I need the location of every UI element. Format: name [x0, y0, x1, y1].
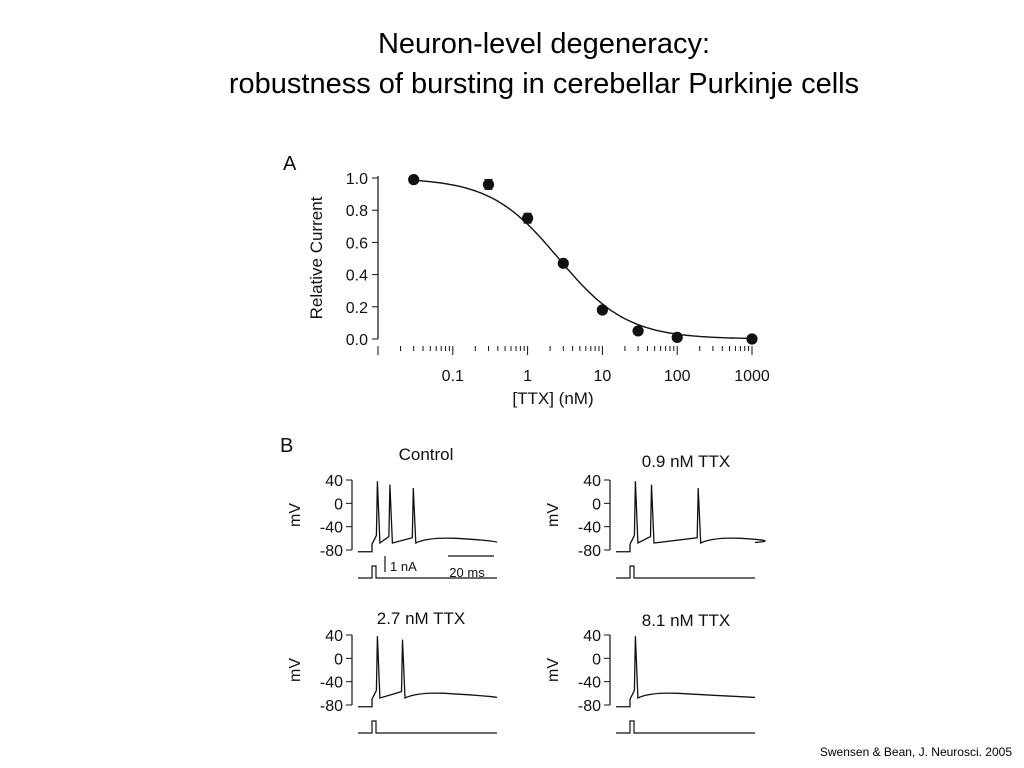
panel-a-x-tick-label: 1: [523, 368, 532, 385]
panel-a-x-tick-label: 100: [664, 368, 691, 385]
panel-b-y-tick-label: 0: [592, 651, 601, 668]
panel-b-y-tick-label: -80: [320, 543, 343, 560]
panel-a-x-tick-label: 1000: [734, 368, 770, 385]
panel-a-y-tick-label: 0.6: [346, 235, 368, 252]
panel-b-y-tick-label: 0: [334, 651, 343, 668]
slide-title-line-2: robustness of bursting in cerebellar Pur…: [228, 68, 860, 100]
citation: Swensen & Bean, J. Neurosci. 2005: [819, 745, 1012, 759]
panel-b-condition-label: Control: [399, 445, 454, 464]
panel-b-condition-label: 2.7 nM TTX: [377, 609, 466, 628]
panel-b-y-tick-label: 40: [325, 628, 343, 645]
panel-b-condition-label: 0.9 nM TTX: [642, 452, 731, 471]
panel-b-current-step-trace: [358, 720, 497, 734]
panel-b-y-tick-label: -40: [578, 675, 601, 692]
panel-b-condition-label: 8.1 nM TTX: [642, 611, 731, 630]
panel-b-y-tick-label: -40: [320, 675, 343, 692]
panel-b-y-axis-label: mV: [287, 658, 304, 682]
panel-a-data-points: [408, 174, 758, 345]
panel-a-data-point: [632, 325, 644, 337]
panel-b-y-tick-label: -80: [578, 543, 601, 560]
panel-a-dose-response-chart: A Relative Current [TTX] (nM) 0.00.20.40…: [283, 153, 770, 408]
panel-a-y-tick-label: 0.0: [346, 332, 368, 349]
panel-b-y-axis-label: mV: [545, 503, 562, 527]
panel-b-y-tick-label: 40: [583, 473, 601, 490]
panel-b-voltage-trace: [358, 481, 498, 553]
panel-b-subplot: 8.1 nM TTX 40 0 -40 -80 mV: [545, 611, 756, 734]
panel-b-y-tick-label: 40: [583, 628, 601, 645]
panel-b-y-axis-label: mV: [287, 503, 304, 527]
panel-b-y-tick-label: -80: [578, 698, 601, 715]
panel-b-current-step-trace: [616, 720, 755, 734]
panel-b-voltage-trace: [616, 636, 756, 708]
panel-a-x-tick-label: 0.1: [442, 368, 464, 385]
panel-b-current-step-trace: [358, 565, 497, 579]
panel-a-data-point: [482, 178, 495, 191]
slide-title: Neuron-level degeneracy: robustness of b…: [0, 24, 1024, 104]
panel-a-axes: 0.0 0.2 0.4 0.6 0.8 1.0 0.1 1 10 100 1000: [346, 171, 770, 385]
panel-a-data-point: [746, 333, 758, 345]
panel-a-y-axis-label: Relative Current: [307, 196, 326, 319]
panel-a-x-axis-label: [TTX] (nM): [512, 389, 593, 408]
panel-b-letter: B: [280, 435, 293, 457]
panel-a-y-tick-label: 0.8: [346, 203, 368, 220]
panel-a-data-point: [408, 174, 420, 186]
panel-b-current-scale-label: 1 nA: [390, 559, 417, 574]
panel-b-voltage-traces: B Control 40 0 -40 -80 mV 1 nA 20 ms 0.9 nM TTX 4…: [280, 435, 766, 734]
panel-a-data-point: [557, 257, 569, 269]
panel-b-y-tick-label: -80: [320, 698, 343, 715]
panel-b-y-tick-label: -40: [320, 520, 343, 537]
panel-a-y-tick-label: 0.2: [346, 300, 368, 317]
panel-b-y-axis-label: mV: [545, 658, 562, 682]
panel-b-current-step-trace: [616, 565, 755, 579]
panel-b-y-tick-label: 0: [592, 496, 601, 513]
panel-a-data-point: [596, 304, 609, 316]
panel-b-voltage-trace: [616, 481, 766, 553]
panel-a-data-point: [522, 212, 534, 224]
panel-a-y-tick-label: 1.0: [346, 171, 368, 188]
panel-b-subplot: 2.7 nM TTX 40 0 -40 -80 mV: [287, 609, 498, 734]
slide-title-line-1: Neuron-level degeneracy:: [377, 28, 711, 60]
panel-a-fit-curve: [413, 179, 752, 340]
panel-b-voltage-trace: [358, 636, 498, 708]
panel-a-x-tick-label: 10: [594, 368, 612, 385]
panel-b-subplot: 0.9 nM TTX 40 0 -40 -80 mV: [545, 452, 766, 579]
panel-a-data-point: [671, 331, 683, 343]
panel-a-y-tick-label: 0.4: [346, 268, 368, 285]
panel-b-time-scale-label: 20 ms: [449, 565, 485, 580]
panel-b-subplot: Control 40 0 -40 -80 mV 1 nA 20 ms: [287, 445, 498, 580]
panel-a-letter: A: [283, 153, 297, 175]
panel-b-y-tick-label: -40: [578, 520, 601, 537]
panel-b-y-tick-label: 0: [334, 496, 343, 513]
panel-b-y-tick-label: 40: [325, 473, 343, 490]
